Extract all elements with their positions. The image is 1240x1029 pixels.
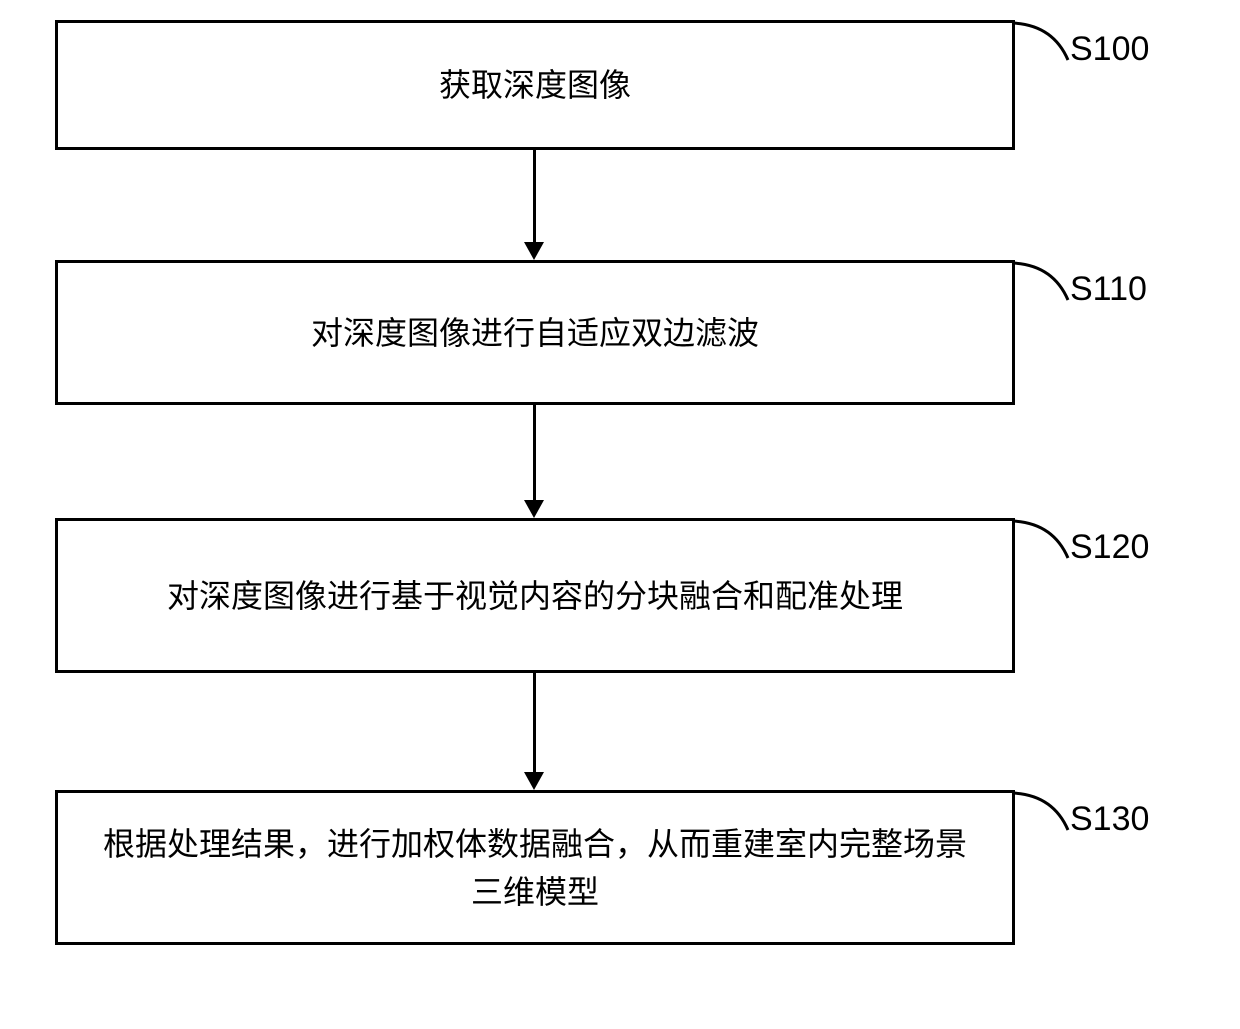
node-text: 对深度图像进行自适应双边滤波: [311, 309, 759, 357]
node-label-s130: S130: [1070, 800, 1149, 839]
flowchart-node-s130: 根据处理结果，进行加权体数据融合，从而重建室内完整场景三维模型: [55, 790, 1015, 945]
node-label-s120: S120: [1070, 528, 1149, 567]
connector-curve-s100: [1013, 20, 1073, 65]
node-label-s110: S110: [1070, 270, 1147, 309]
arrow-s100-s110: [533, 150, 536, 242]
node-label-s100: S100: [1070, 30, 1149, 69]
node-text: 对深度图像进行基于视觉内容的分块融合和配准处理: [167, 572, 903, 620]
connector-curve-s130: [1013, 790, 1073, 835]
node-text: 根据处理结果，进行加权体数据融合，从而重建室内完整场景三维模型: [95, 820, 975, 916]
arrow-s110-s120: [533, 405, 536, 500]
arrow-s120-s130: [533, 673, 536, 772]
arrow-head-s100-s110: [524, 242, 544, 260]
arrow-head-s110-s120: [524, 500, 544, 518]
connector-curve-s110: [1013, 260, 1073, 305]
flowchart-node-s110: 对深度图像进行自适应双边滤波: [55, 260, 1015, 405]
node-text: 获取深度图像: [439, 61, 631, 109]
connector-curve-s120: [1013, 518, 1073, 563]
flowchart-node-s120: 对深度图像进行基于视觉内容的分块融合和配准处理: [55, 518, 1015, 673]
flowchart-node-s100: 获取深度图像: [55, 20, 1015, 150]
arrow-head-s120-s130: [524, 772, 544, 790]
